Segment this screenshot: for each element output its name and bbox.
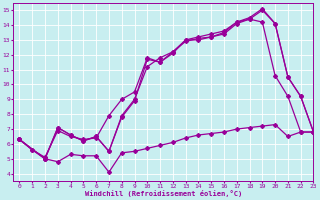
X-axis label: Windchill (Refroidissement éolien,°C): Windchill (Refroidissement éolien,°C) xyxy=(84,190,242,197)
